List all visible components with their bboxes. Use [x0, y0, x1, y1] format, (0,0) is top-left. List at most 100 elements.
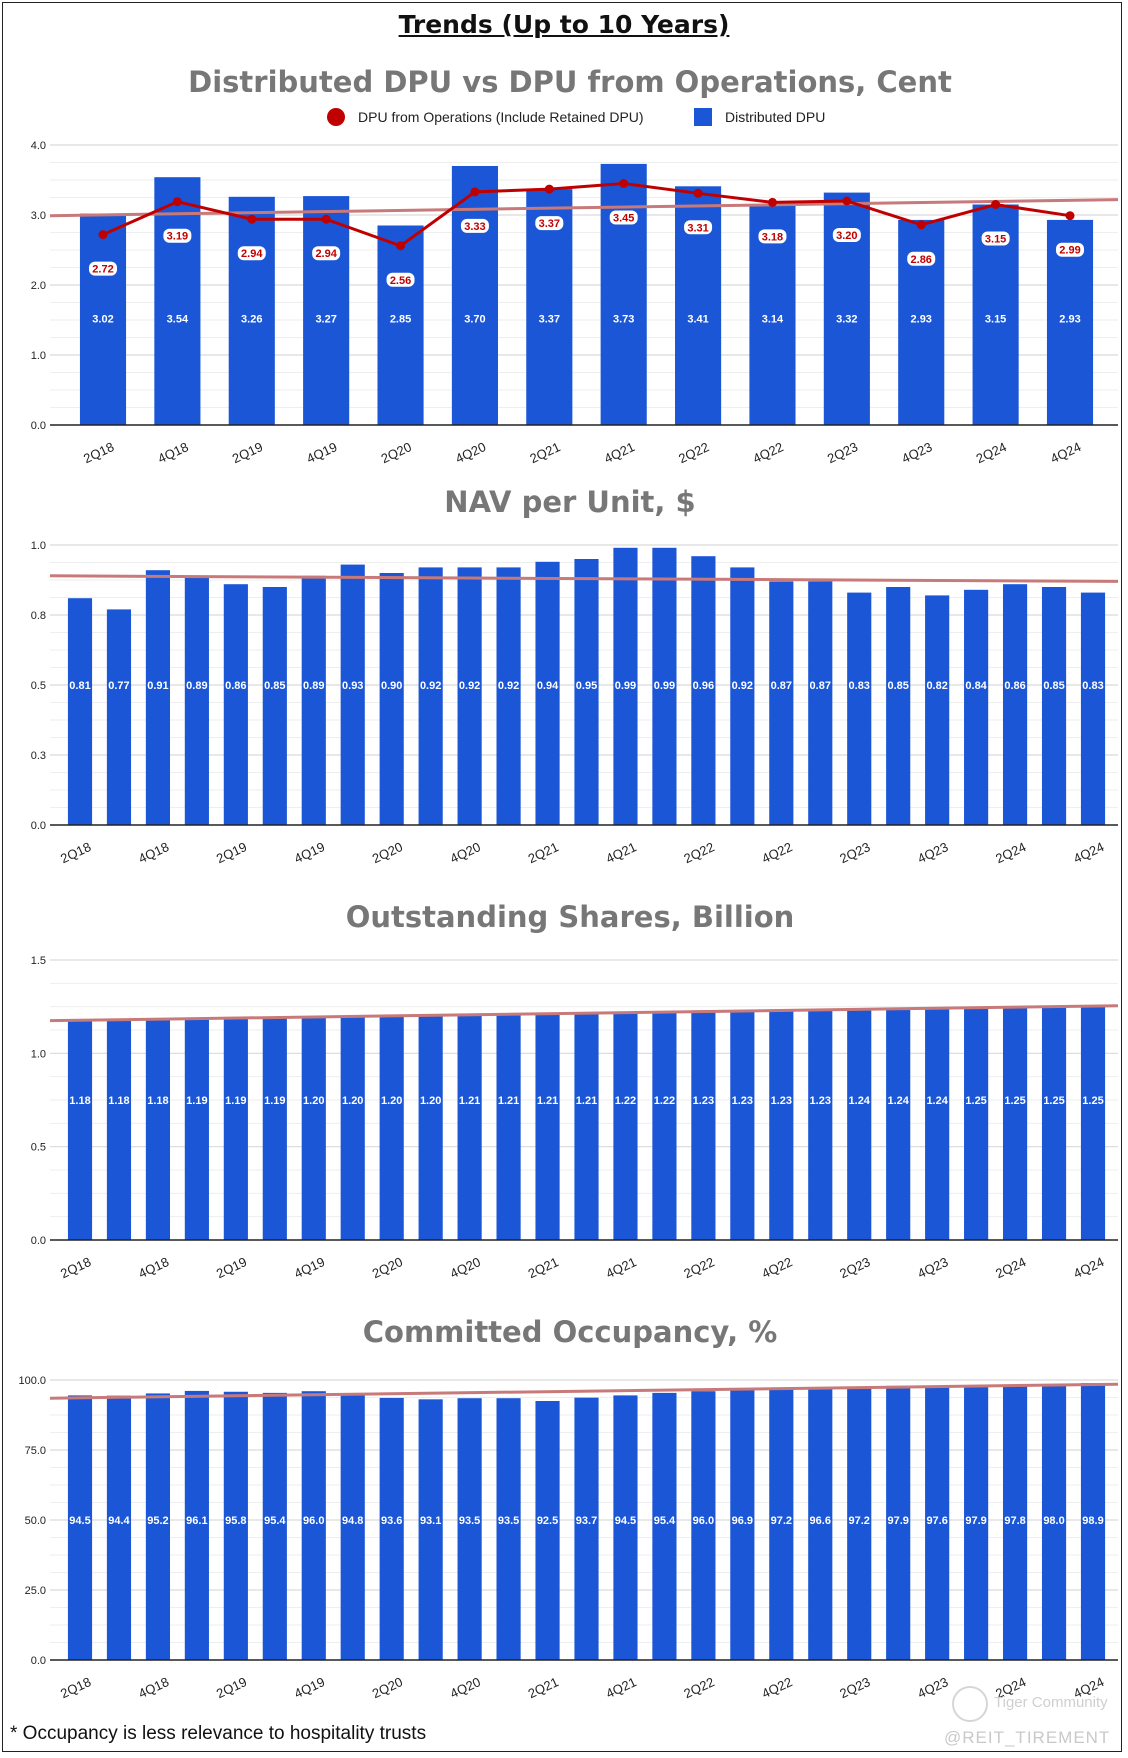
x-tick-label: 2Q21 — [527, 439, 562, 466]
bar — [301, 1016, 326, 1240]
bar — [574, 559, 599, 825]
bar — [262, 1392, 287, 1660]
bar — [574, 1014, 599, 1240]
bar — [847, 592, 872, 825]
y-tick-label: 1.5 — [31, 955, 46, 967]
bar-data-label: 92.5 — [537, 1515, 558, 1527]
bar — [457, 1014, 482, 1240]
bar — [379, 1016, 404, 1240]
line-label-bg — [535, 216, 564, 231]
bar-data-label: 0.96 — [693, 680, 714, 692]
bar-data-label: 0.84 — [965, 680, 987, 692]
x-tick-label: 4Q24 — [1048, 439, 1083, 466]
x-tick-label: 4Q23 — [915, 1674, 950, 1701]
bar-data-label: 2.85 — [390, 314, 411, 326]
bar-data-label: 1.24 — [887, 1095, 909, 1107]
line-data-label: 3.33 — [464, 221, 485, 233]
bar-data-label: 96.1 — [186, 1515, 207, 1527]
bar — [301, 575, 326, 825]
bar — [730, 1388, 755, 1660]
bar-data-label: 0.91 — [147, 680, 168, 692]
bar — [691, 1010, 716, 1240]
line-point — [396, 241, 406, 251]
bar — [67, 1019, 93, 1240]
bar-data-label: 0.83 — [849, 680, 870, 692]
y-tick-label: 1.0 — [31, 540, 46, 552]
bar — [184, 575, 209, 825]
bar-data-label: 1.23 — [810, 1095, 831, 1107]
bar — [769, 1387, 794, 1660]
bar-data-label: 98.0 — [1043, 1515, 1064, 1527]
bar-data-label: 0.99 — [654, 680, 675, 692]
bar — [535, 1014, 560, 1240]
credit: @REIT_TIREMENT — [944, 1728, 1111, 1747]
bar — [303, 196, 350, 425]
y-tick-label: 0.8 — [31, 610, 46, 622]
bar-data-label: 0.85 — [1043, 680, 1064, 692]
bar — [808, 1010, 833, 1240]
bar-data-label: 0.92 — [498, 680, 519, 692]
bar — [847, 1387, 872, 1660]
line-data-label: 2.94 — [315, 248, 337, 260]
bar-data-label: 0.83 — [1082, 680, 1103, 692]
bar-data-label: 96.6 — [810, 1515, 831, 1527]
line-data-label: 3.19 — [167, 231, 188, 243]
bar-data-label: 0.92 — [420, 680, 441, 692]
x-tick-label: 2Q23 — [837, 1674, 872, 1701]
x-tick-label: 4Q18 — [155, 439, 190, 466]
bar — [808, 581, 833, 825]
bar-data-label: 93.5 — [459, 1515, 480, 1527]
y-tick-label: 75.0 — [25, 1445, 46, 1457]
bar-data-label: 94.4 — [108, 1515, 130, 1527]
bar-data-label: 0.87 — [810, 680, 831, 692]
x-tick-label: 2Q20 — [379, 439, 414, 466]
x-tick-label: 2Q21 — [526, 1674, 561, 1701]
bar-data-label: 1.25 — [965, 1095, 986, 1107]
bar-data-label: 3.54 — [167, 314, 189, 326]
bar — [106, 1019, 132, 1240]
line-data-label: 2.72 — [92, 264, 113, 276]
bar — [652, 1012, 677, 1240]
bar-data-label: 1.19 — [225, 1095, 246, 1107]
bar-data-label: 0.81 — [69, 680, 90, 692]
y-tick-label: 1.0 — [31, 1048, 46, 1060]
y-tick-label: 3.0 — [31, 210, 46, 222]
bar-data-label: 97.8 — [1004, 1515, 1025, 1527]
bar — [886, 1385, 911, 1660]
bar — [496, 567, 521, 825]
line-point — [321, 214, 331, 224]
x-tick-label: 4Q23 — [899, 439, 934, 466]
bar — [1080, 1006, 1106, 1240]
bar-data-label: 3.73 — [613, 314, 634, 326]
bar-data-label: 0.99 — [615, 680, 636, 692]
bar — [691, 1391, 716, 1660]
line-point — [991, 200, 1001, 209]
bar — [145, 570, 171, 825]
y-tick-label: 0.3 — [31, 750, 46, 762]
y-tick-label: 0.0 — [31, 420, 46, 432]
bar-data-label: 0.77 — [108, 680, 129, 692]
y-tick-label: 100.0 — [18, 1375, 46, 1387]
bar — [1041, 587, 1067, 825]
bar — [808, 1389, 833, 1660]
y-tick-label: 25.0 — [25, 1585, 46, 1597]
bar — [847, 1008, 872, 1240]
bar — [1041, 1006, 1067, 1240]
bar — [106, 1395, 132, 1660]
bar — [145, 1019, 171, 1240]
bar-data-label: 0.94 — [537, 680, 559, 692]
line-point — [470, 187, 480, 197]
line-point — [916, 220, 926, 230]
bar-data-label: 1.25 — [1043, 1095, 1064, 1107]
bar — [600, 163, 647, 425]
bar-data-label: 1.22 — [654, 1095, 675, 1107]
bar — [457, 567, 482, 825]
bar-data-label: 97.9 — [965, 1515, 986, 1527]
bar-data-label: 3.27 — [315, 314, 336, 326]
y-tick-label: 0.0 — [31, 1655, 46, 1667]
bar — [535, 561, 560, 825]
bar — [886, 1008, 911, 1240]
x-tick-label: 2Q19 — [214, 1674, 249, 1701]
bar — [1080, 592, 1106, 825]
bar — [340, 1016, 365, 1240]
